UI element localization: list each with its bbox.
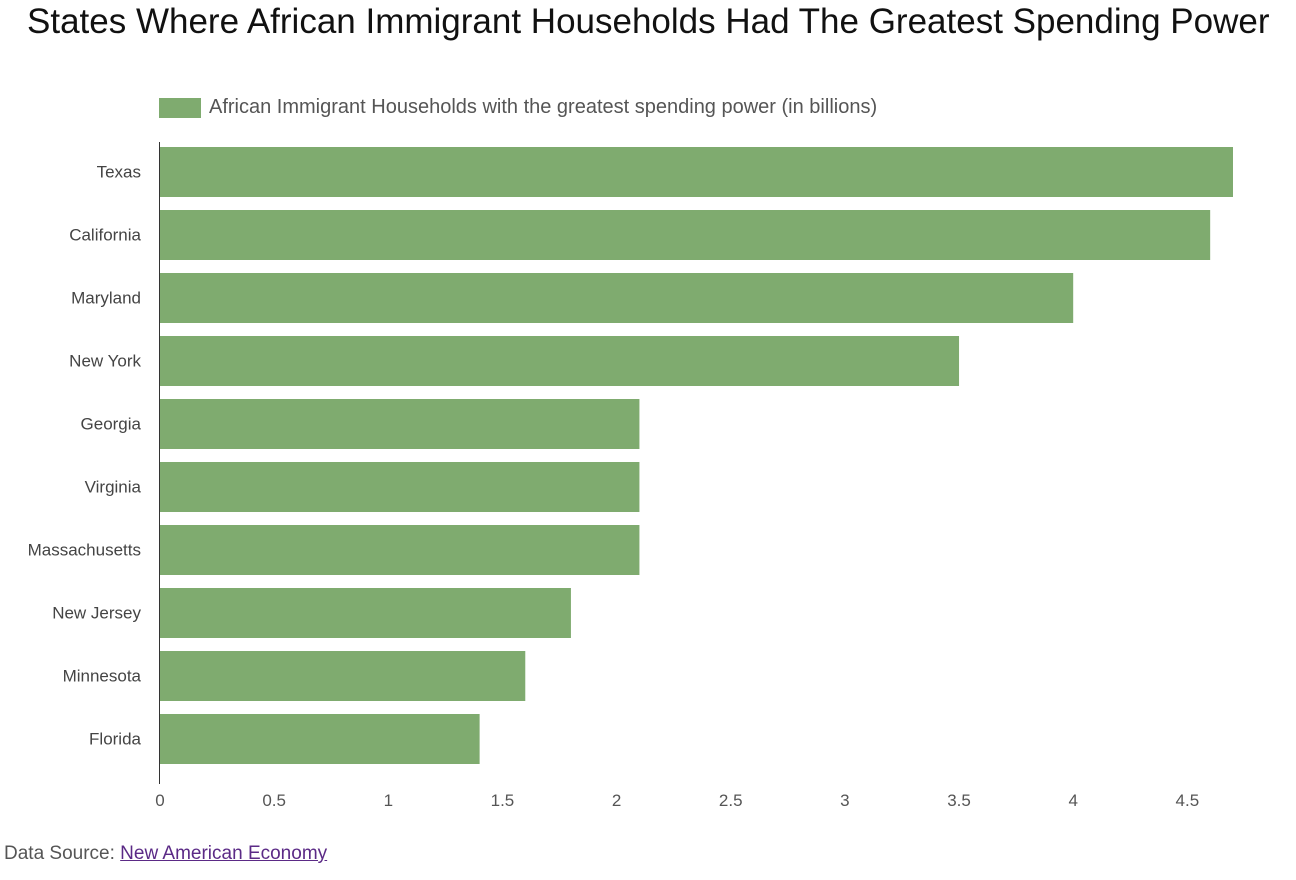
- category-label: Virginia: [85, 478, 142, 497]
- category-label: Minnesota: [63, 667, 142, 686]
- source-prefix: Data Source:: [4, 843, 121, 864]
- x-tick-label: 0: [155, 791, 164, 810]
- data-source: Data Source: New American Economy: [4, 843, 327, 865]
- x-tick-label: 1.5: [491, 791, 515, 810]
- bar-massachusetts: [160, 525, 640, 575]
- bar-maryland: [160, 273, 1074, 323]
- x-tick-label: 4: [1068, 791, 1077, 810]
- category-label: Maryland: [71, 289, 141, 308]
- bar-new-jersey: [160, 588, 571, 638]
- category-label: Texas: [97, 163, 141, 182]
- chart-title: States Where African Immigrant Household…: [27, 2, 1270, 41]
- bar-chart: Texas California Maryland New York Georgia Vi…: [28, 142, 1233, 810]
- legend-label: African Immigrant Households with the gr…: [209, 96, 878, 118]
- bar-virginia: [160, 462, 640, 512]
- category-label: New Jersey: [52, 604, 141, 623]
- category-label: Massachusetts: [28, 541, 141, 560]
- x-axis-ticks: 0 0.5 1 1.5 2 2.5 3 3.5 4 4.5: [155, 791, 1199, 810]
- bar-california: [160, 210, 1211, 260]
- x-tick-label: 2: [612, 791, 621, 810]
- x-tick-label: 3.5: [947, 791, 971, 810]
- category-label: Georgia: [81, 415, 142, 434]
- x-tick-label: 4.5: [1176, 791, 1200, 810]
- bar-florida: [160, 714, 480, 764]
- bar-minnesota: [160, 651, 526, 701]
- x-tick-label: 2.5: [719, 791, 743, 810]
- category-label: California: [69, 226, 141, 245]
- legend: African Immigrant Households with the gr…: [159, 96, 877, 119]
- bar-new-york: [160, 336, 960, 386]
- source-link[interactable]: New American Economy: [120, 843, 328, 864]
- category-label: Florida: [89, 730, 142, 749]
- category-label: New York: [69, 352, 141, 371]
- bars-group: [160, 147, 1233, 764]
- category-labels: Texas California Maryland New York Georgia Vi…: [28, 163, 142, 749]
- bar-texas: [160, 147, 1233, 197]
- x-tick-label: 3: [840, 791, 849, 810]
- legend-swatch: [159, 97, 201, 118]
- x-tick-label: 1: [384, 791, 393, 810]
- bar-georgia: [160, 399, 640, 449]
- x-tick-label: 0.5: [262, 791, 286, 810]
